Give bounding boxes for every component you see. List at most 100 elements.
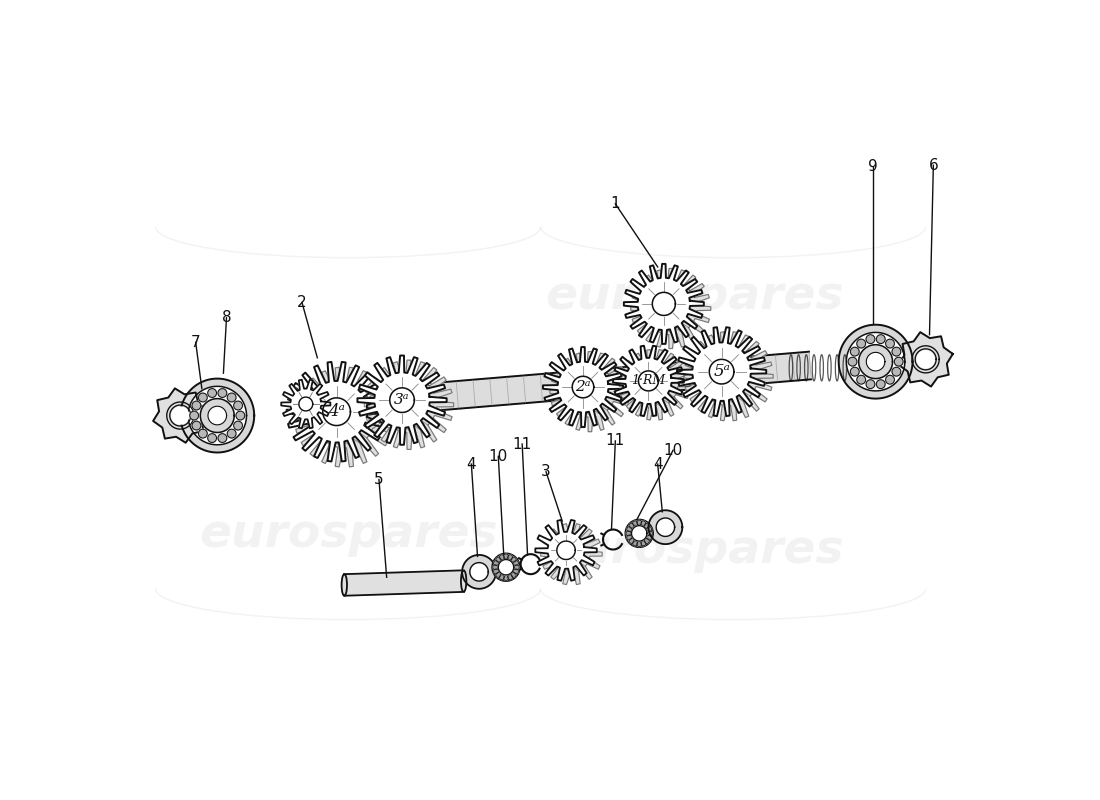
Polygon shape — [153, 388, 208, 442]
Polygon shape — [917, 351, 934, 368]
Polygon shape — [344, 570, 464, 596]
Text: 1·RM: 1·RM — [631, 374, 666, 387]
Circle shape — [647, 535, 651, 540]
Polygon shape — [562, 545, 581, 563]
Polygon shape — [710, 359, 734, 384]
Circle shape — [192, 401, 201, 410]
Text: 7: 7 — [191, 335, 200, 350]
Text: 2: 2 — [297, 295, 307, 310]
Text: 4ᵃ: 4ᵃ — [328, 403, 345, 420]
Circle shape — [641, 521, 646, 526]
Circle shape — [892, 347, 901, 356]
Circle shape — [504, 554, 508, 559]
Polygon shape — [439, 352, 812, 410]
Polygon shape — [557, 541, 575, 559]
Polygon shape — [645, 374, 664, 394]
Circle shape — [189, 411, 199, 420]
Circle shape — [877, 334, 886, 343]
Circle shape — [228, 430, 236, 438]
Polygon shape — [282, 380, 330, 428]
Text: eurospares: eurospares — [199, 513, 497, 558]
Polygon shape — [630, 269, 711, 349]
Polygon shape — [389, 388, 415, 413]
Circle shape — [496, 572, 500, 578]
Circle shape — [493, 565, 497, 570]
Circle shape — [208, 434, 217, 442]
Polygon shape — [838, 325, 913, 398]
Circle shape — [208, 389, 217, 398]
Circle shape — [857, 375, 866, 384]
Polygon shape — [208, 406, 227, 425]
Circle shape — [198, 393, 207, 402]
Circle shape — [627, 535, 631, 540]
Circle shape — [233, 421, 242, 430]
Polygon shape — [287, 362, 386, 462]
Circle shape — [228, 393, 236, 402]
Ellipse shape — [461, 570, 466, 592]
Circle shape — [641, 541, 646, 546]
Ellipse shape — [342, 574, 346, 596]
Circle shape — [894, 358, 903, 366]
Text: 3ᵃ: 3ᵃ — [394, 393, 410, 407]
Polygon shape — [543, 347, 623, 427]
Circle shape — [632, 521, 638, 526]
Text: 8: 8 — [222, 310, 231, 326]
Circle shape — [850, 367, 859, 376]
Circle shape — [514, 561, 518, 566]
Polygon shape — [659, 297, 682, 320]
Circle shape — [886, 375, 894, 384]
Polygon shape — [626, 519, 653, 547]
Circle shape — [192, 421, 201, 430]
Polygon shape — [899, 332, 953, 386]
Circle shape — [886, 339, 894, 348]
Circle shape — [626, 531, 631, 536]
Polygon shape — [358, 355, 447, 445]
Circle shape — [645, 538, 649, 543]
Polygon shape — [470, 562, 488, 581]
Polygon shape — [846, 332, 905, 391]
Circle shape — [512, 557, 516, 562]
Text: 10: 10 — [488, 449, 508, 464]
Polygon shape — [536, 520, 597, 581]
Circle shape — [629, 538, 634, 543]
Polygon shape — [180, 378, 254, 453]
Circle shape — [504, 575, 508, 581]
Polygon shape — [613, 346, 684, 416]
Text: 4: 4 — [653, 457, 662, 471]
Circle shape — [866, 380, 874, 389]
Circle shape — [499, 574, 504, 580]
Circle shape — [645, 523, 649, 528]
Polygon shape — [299, 397, 312, 411]
Polygon shape — [541, 524, 602, 585]
Circle shape — [637, 542, 641, 546]
Circle shape — [218, 434, 227, 442]
Text: 5ᵃ: 5ᵃ — [713, 363, 730, 380]
Polygon shape — [657, 518, 674, 537]
Polygon shape — [631, 526, 647, 541]
Polygon shape — [462, 555, 496, 589]
Circle shape — [233, 401, 242, 410]
Polygon shape — [580, 381, 601, 402]
Polygon shape — [619, 350, 690, 420]
Circle shape — [508, 555, 513, 560]
Polygon shape — [397, 393, 421, 417]
Circle shape — [499, 555, 504, 560]
Polygon shape — [188, 386, 246, 445]
Polygon shape — [624, 264, 704, 344]
Circle shape — [218, 389, 227, 398]
Polygon shape — [498, 559, 514, 575]
Text: 1: 1 — [610, 196, 620, 211]
Polygon shape — [492, 554, 520, 581]
Circle shape — [494, 569, 498, 574]
Polygon shape — [572, 376, 594, 398]
Circle shape — [866, 334, 874, 343]
Text: 11: 11 — [606, 434, 625, 449]
Circle shape — [848, 358, 857, 366]
Circle shape — [850, 347, 859, 356]
Polygon shape — [364, 360, 453, 450]
Polygon shape — [550, 352, 630, 432]
Polygon shape — [330, 403, 359, 431]
Text: 3: 3 — [541, 464, 551, 479]
Circle shape — [632, 541, 638, 546]
Polygon shape — [322, 398, 351, 426]
